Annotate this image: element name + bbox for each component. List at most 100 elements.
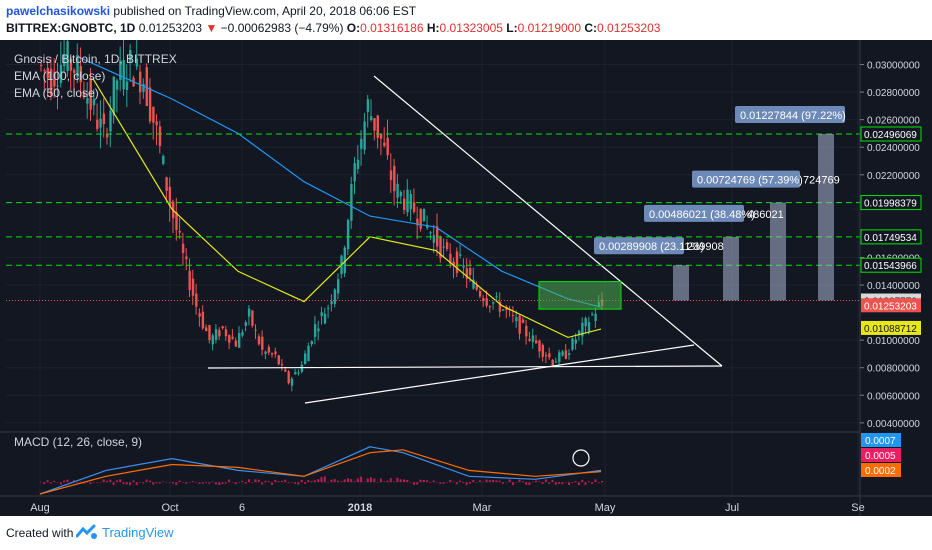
candle-body <box>406 189 409 213</box>
macd-histogram-bar <box>386 480 389 483</box>
macd-histogram-bar <box>307 480 310 483</box>
macd-histogram-bar <box>419 479 422 483</box>
candle-body <box>66 41 69 71</box>
base-line <box>207 365 723 369</box>
macd-histogram-bar <box>96 482 99 483</box>
candle-body <box>46 67 49 79</box>
macd-histogram-bar <box>155 482 158 484</box>
macd-histogram-bar <box>181 482 184 483</box>
macd-histogram-bar <box>412 482 415 485</box>
macd-histogram-bar <box>280 480 283 483</box>
candle-body <box>191 278 195 296</box>
macd-histogram-bar <box>313 480 316 483</box>
macd-histogram-bar <box>518 479 521 483</box>
candle-body <box>139 71 142 93</box>
x-tick-label: Jul <box>725 502 739 514</box>
macd-histogram-bar <box>241 480 244 483</box>
candle-body <box>145 67 148 107</box>
candle-body <box>40 64 43 66</box>
macd-histogram-bar <box>297 482 300 485</box>
high-value: 0.01323005 <box>439 21 503 35</box>
chart-title: Gnosis / Bitcoin, 1D, BITTREX <box>14 52 177 66</box>
macd-histogram-bar <box>508 479 511 483</box>
change-value: −0.00062983 (−4.79%) <box>220 21 344 35</box>
candle-body <box>244 322 247 326</box>
candle-body <box>297 372 300 374</box>
macd-histogram-bar <box>432 480 435 483</box>
macd-histogram-bar <box>409 482 412 483</box>
candle-body <box>376 115 379 138</box>
candle-body <box>568 353 571 355</box>
candle-body <box>488 306 492 308</box>
candle-body <box>360 139 363 149</box>
candle-body <box>323 313 327 324</box>
candle-body <box>386 137 389 156</box>
candle-body <box>492 302 495 304</box>
candle-body <box>455 251 459 274</box>
candle-body <box>330 301 333 305</box>
macd-histogram-bar <box>310 481 313 483</box>
macd-histogram-bar <box>505 482 508 483</box>
y-tick-label: 0.00800000 <box>867 364 920 375</box>
target-label-box <box>644 204 744 222</box>
macd-histogram-bar <box>172 482 174 484</box>
macd-histogram-bar <box>290 482 293 483</box>
footer: Created with TradingView <box>0 516 932 550</box>
candle-body <box>363 121 366 150</box>
price-label-box <box>861 298 921 313</box>
level-price-label: 0.01543966 <box>864 261 917 272</box>
tradingview-brand[interactable]: TradingView <box>102 525 174 540</box>
macd-histogram-bar <box>356 478 359 483</box>
price-chart[interactable]: 0.00289908 (23.11%)239908 0.00486021 (38.… <box>0 40 932 516</box>
macd-histogram-bar <box>218 482 221 485</box>
price-label-box <box>861 320 921 335</box>
macd-histogram-bar <box>465 482 468 486</box>
candle-body <box>485 298 488 306</box>
macd-histogram-bar <box>224 482 227 484</box>
candle-body <box>366 99 370 112</box>
candle-body <box>304 353 307 365</box>
candle-body <box>92 99 96 106</box>
author-link[interactable]: pawelchasikowski <box>6 4 111 18</box>
macd-histogram-bar <box>119 479 122 483</box>
candle-body <box>53 71 56 87</box>
candle-body <box>429 232 432 234</box>
macd-histogram-bar <box>577 482 580 486</box>
candle-body <box>581 322 584 337</box>
candle-body <box>208 325 211 340</box>
macd-histogram-bar <box>198 482 201 484</box>
target-label: 0.01227844 (97.22%) <box>740 110 846 122</box>
macd-histogram-bar <box>439 482 442 484</box>
macd-histogram-bar <box>125 482 128 485</box>
macd-histogram-bar <box>515 482 518 483</box>
target-bar <box>818 133 834 301</box>
macd-histogram-bar <box>475 482 478 483</box>
y-tick-label: 0.01400000 <box>867 281 920 292</box>
candle-body <box>403 198 406 211</box>
macd-histogram-bar <box>541 482 544 485</box>
macd-histogram-bar <box>383 481 386 483</box>
macd-histogram-bar <box>168 482 171 483</box>
candle-body <box>224 329 228 337</box>
macd-histogram-bar <box>152 482 155 485</box>
macd-histogram-bar <box>53 480 56 483</box>
candle-body <box>445 242 449 249</box>
y-tick-label: 0.02600000 <box>867 116 920 127</box>
macd-histogram-bar <box>389 478 392 483</box>
y-tick-label: 0.01000000 <box>867 336 920 347</box>
ema50-legend: EMA (50, close) <box>14 86 99 100</box>
candle-body <box>165 177 168 191</box>
macd-histogram-bar <box>323 476 326 483</box>
macd-histogram-bar <box>300 479 303 483</box>
macd-histogram-bar <box>469 482 471 484</box>
publish-line: pawelchasikowski published on TradingVie… <box>6 4 416 18</box>
candle-body <box>214 329 218 341</box>
candle-body <box>112 76 115 116</box>
candle-body <box>264 351 267 354</box>
macd-histogram-bar <box>112 482 115 485</box>
candle-body <box>238 333 241 348</box>
macd-value-label: 0.0002 <box>865 466 896 477</box>
macd-histogram-bar <box>393 481 396 483</box>
macd-histogram-bar <box>422 480 425 483</box>
tradingview-logo-icon[interactable] <box>76 524 98 540</box>
